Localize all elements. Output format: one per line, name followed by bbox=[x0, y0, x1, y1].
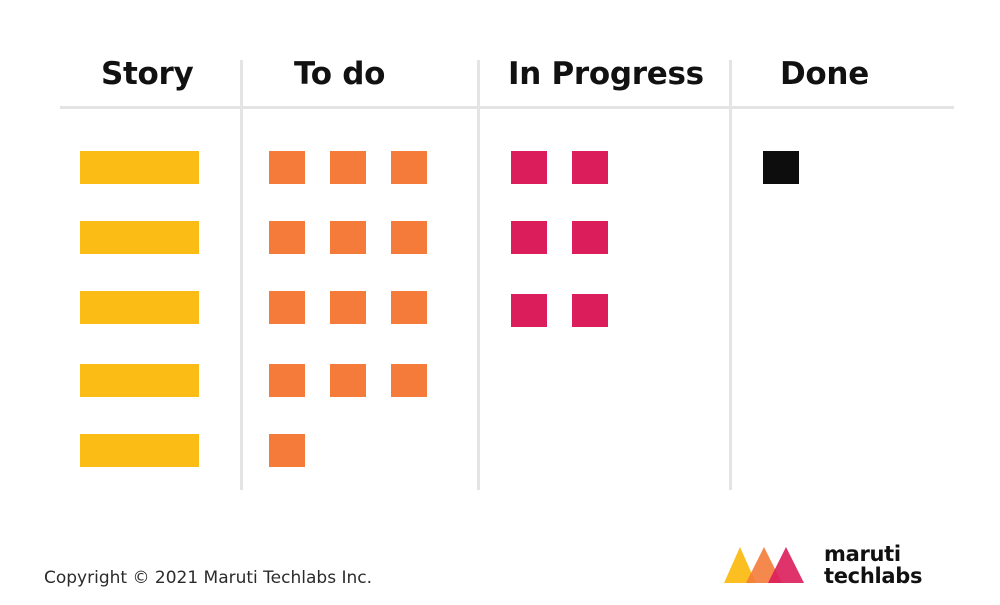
in-progress-card bbox=[511, 151, 547, 184]
logo-text-line2: techlabs bbox=[824, 564, 923, 588]
column-title-todo: To do bbox=[294, 56, 386, 92]
todo-card bbox=[330, 291, 366, 324]
brand-logo: maruti techlabs bbox=[722, 543, 952, 593]
column-title-in-progress: In Progress bbox=[508, 56, 704, 92]
todo-card bbox=[269, 291, 305, 324]
in-progress-card bbox=[572, 221, 608, 254]
column-divider-3 bbox=[729, 60, 732, 490]
todo-card bbox=[269, 434, 305, 467]
logo-text-line1: maruti bbox=[824, 542, 901, 566]
todo-card bbox=[330, 364, 366, 397]
header-divider bbox=[60, 106, 954, 109]
story-card bbox=[80, 221, 199, 254]
logo-wordmark: maruti techlabs bbox=[824, 543, 922, 587]
logo-mark-icon bbox=[724, 547, 804, 583]
todo-card bbox=[330, 221, 366, 254]
column-title-done: Done bbox=[780, 56, 869, 92]
story-card bbox=[80, 151, 199, 184]
todo-card bbox=[269, 151, 305, 184]
todo-card bbox=[269, 364, 305, 397]
done-card bbox=[763, 151, 799, 184]
story-card bbox=[80, 364, 199, 397]
todo-card bbox=[330, 151, 366, 184]
in-progress-card bbox=[511, 221, 547, 254]
todo-card bbox=[269, 221, 305, 254]
in-progress-card bbox=[572, 294, 608, 327]
todo-card bbox=[391, 221, 427, 254]
todo-card bbox=[391, 151, 427, 184]
copyright-text: Copyright © 2021 Maruti Techlabs Inc. bbox=[44, 568, 372, 588]
column-divider-1 bbox=[240, 60, 243, 490]
column-title-story: Story bbox=[101, 56, 194, 92]
story-card bbox=[80, 434, 199, 467]
todo-card bbox=[391, 364, 427, 397]
todo-card bbox=[391, 291, 427, 324]
story-card bbox=[80, 291, 199, 324]
in-progress-card bbox=[511, 294, 547, 327]
in-progress-card bbox=[572, 151, 608, 184]
column-divider-2 bbox=[477, 60, 480, 490]
